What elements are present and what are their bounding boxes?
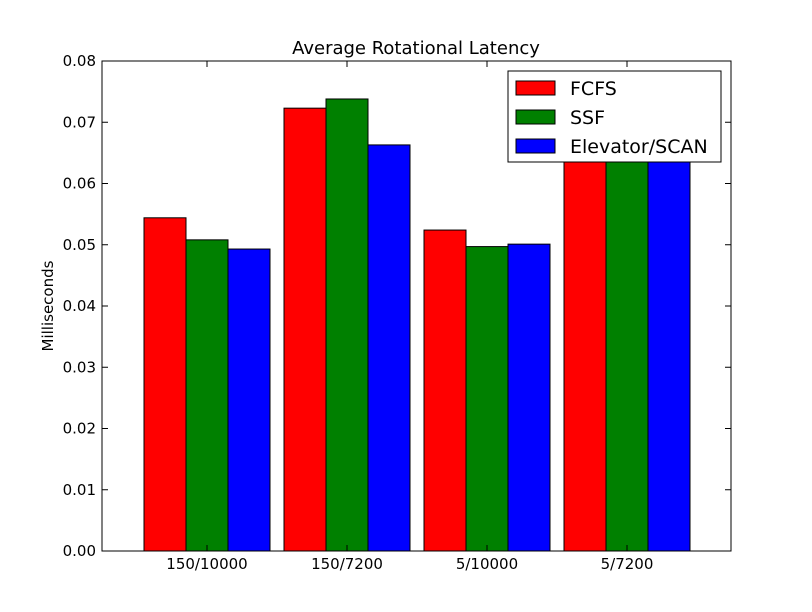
x-tick-label: 5/10000 (456, 555, 518, 573)
y-tick-label: 0.06 (63, 175, 96, 193)
y-tick-label: 0.08 (63, 52, 96, 70)
y-tick-label: 0.04 (63, 297, 96, 315)
x-tick-label: 5/7200 (601, 555, 654, 573)
bar-ssf-150-10000 (185, 239, 229, 552)
chart-title: Average Rotational Latency (292, 38, 540, 59)
legend-label-elevator-scan: Elevator/SCAN (570, 136, 708, 158)
bar-ssf-5-10000 (465, 246, 509, 552)
bar-ssf-150-7200 (325, 98, 369, 552)
bar-fcfs-150-10000 (143, 217, 187, 552)
legend-swatch-fcfs (515, 80, 556, 96)
legend-label-fcfs: FCFS (570, 78, 617, 100)
x-tick-label: 150/7200 (311, 555, 383, 573)
bar-elevator-scan-150-7200 (367, 144, 411, 552)
bar-elevator-scan-5-10000 (507, 243, 551, 552)
y-axis-label: Milliseconds (39, 260, 57, 351)
y-tick-label: 0.00 (63, 542, 96, 560)
bar-elevator-scan-5-7200 (647, 100, 691, 552)
legend-swatch-ssf (515, 109, 556, 125)
bars-layer (143, 87, 691, 552)
y-tick-label: 0.07 (63, 113, 96, 131)
legend-label-ssf: SSF (570, 107, 605, 129)
bar-elevator-scan-150-10000 (227, 248, 271, 552)
legend-swatch-elevator-scan (515, 138, 556, 154)
bar-fcfs-5-10000 (423, 229, 467, 552)
bar-ssf-5-7200 (605, 98, 649, 552)
ticks-layer: 0.00 0.01 0.02 0.03 0.04 0.05 0.06 0.07 0.08 150/… (63, 52, 731, 573)
y-tick-label: 0.05 (63, 236, 96, 254)
legend: FCFS SSF Elevator/SCAN (507, 70, 722, 163)
y-tick-label: 0.01 (63, 481, 96, 499)
bar-fcfs-150-7200 (283, 107, 327, 552)
y-tick-label: 0.03 (63, 358, 96, 376)
y-tick-label: 0.02 (63, 420, 96, 438)
x-tick-label: 150/10000 (166, 555, 247, 573)
